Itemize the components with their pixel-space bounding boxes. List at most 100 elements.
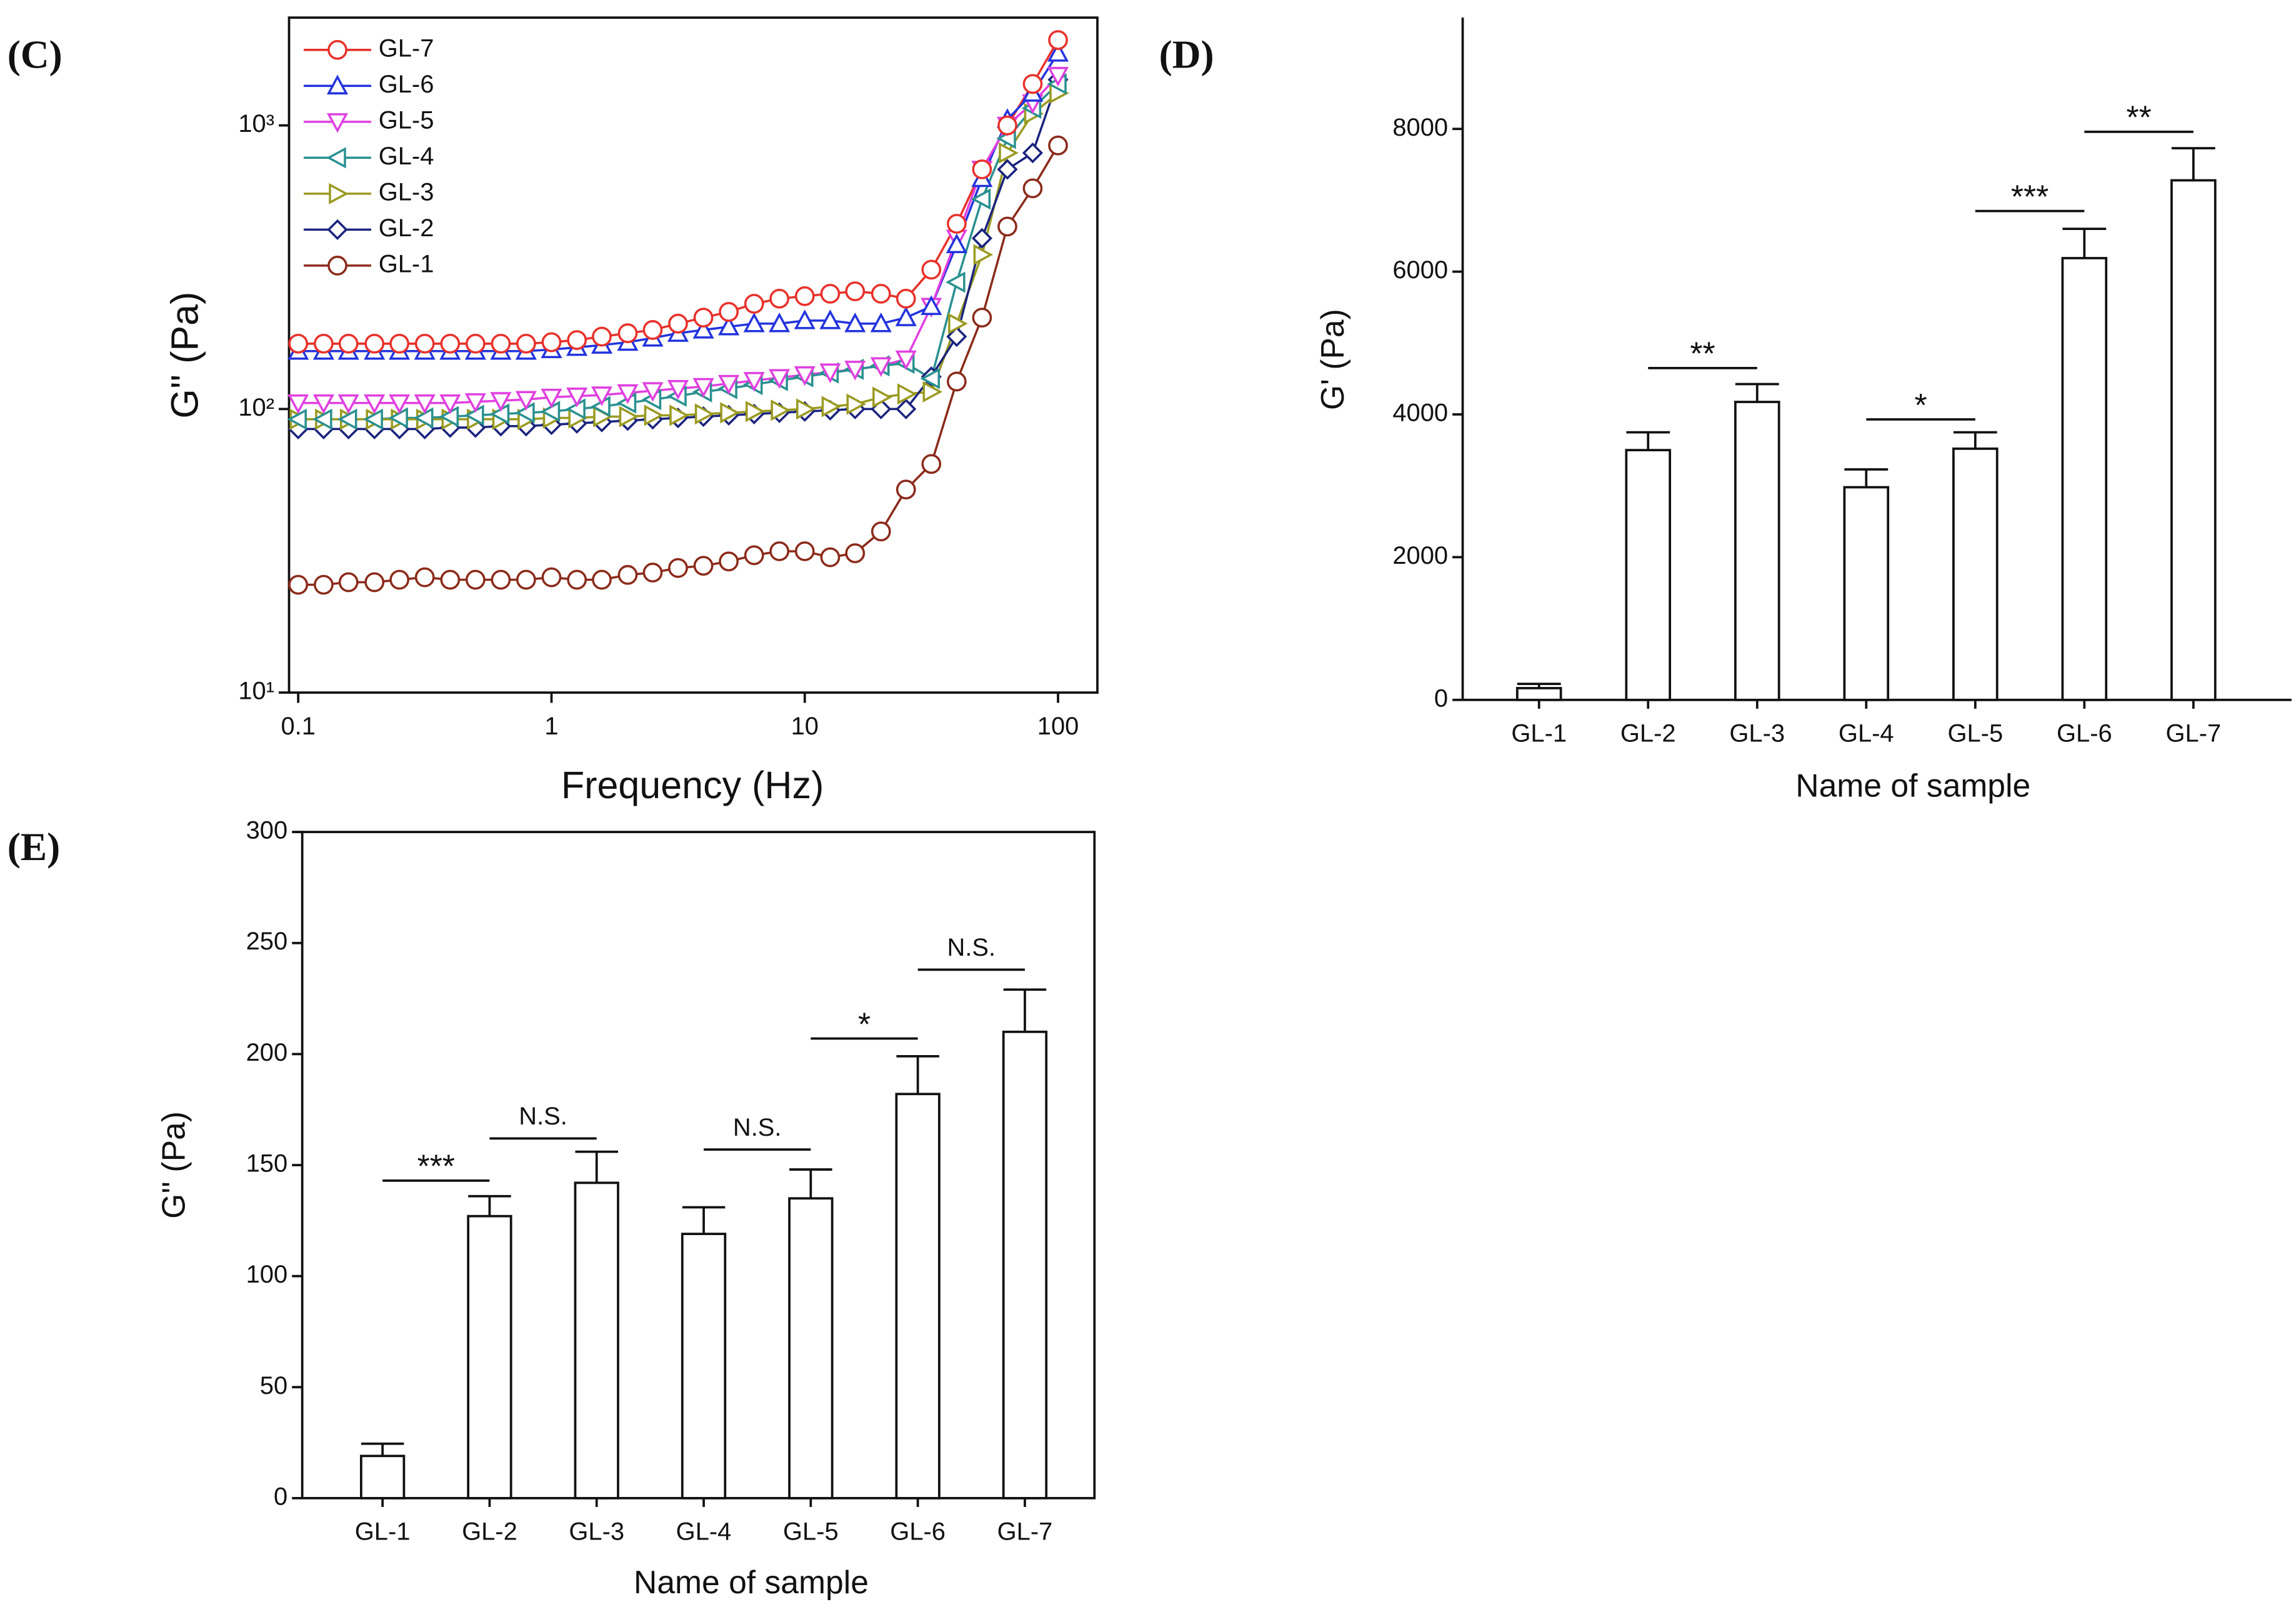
y-axis-title: G' (Pa): [1314, 309, 1350, 410]
marker: [439, 394, 461, 414]
marker: [364, 572, 385, 593]
marker: [692, 378, 714, 398]
marker: [642, 320, 663, 340]
marker: [897, 383, 917, 405]
x-tick-label: GL-7: [997, 1518, 1053, 1546]
marker: [364, 333, 385, 354]
marker: [972, 159, 992, 179]
legend-marker: [326, 147, 346, 169]
marker: [844, 312, 866, 333]
x-tick-label: GL-1: [1511, 720, 1567, 748]
marker: [567, 569, 587, 590]
legend-label: GL-2: [379, 214, 434, 242]
marker: [440, 333, 461, 354]
marker: [312, 408, 332, 430]
significance-label: *: [858, 1006, 871, 1042]
marker: [414, 567, 435, 588]
legend-label: GL-4: [379, 143, 434, 170]
marker: [946, 271, 966, 293]
panel-label: (D): [1159, 33, 1214, 76]
marker: [820, 547, 841, 568]
marker: [947, 214, 967, 234]
marker: [997, 159, 1018, 180]
bar: [1734, 401, 1780, 701]
marker: [669, 404, 689, 426]
legend-label: GL-6: [379, 71, 434, 98]
bar: [1625, 449, 1672, 701]
marker: [337, 394, 359, 414]
marker: [617, 323, 638, 343]
marker: [619, 406, 639, 428]
legend-marker: [327, 219, 348, 240]
marker: [744, 545, 764, 566]
bar: [574, 1181, 619, 1499]
marker: [314, 574, 334, 595]
marker: [718, 315, 740, 336]
marker: [567, 330, 587, 350]
marker: [794, 286, 815, 306]
marker: [819, 309, 841, 329]
x-tick-label: 1: [544, 713, 558, 740]
marker: [896, 398, 917, 419]
marker: [389, 333, 410, 354]
marker: [668, 313, 688, 334]
marker: [845, 281, 866, 301]
marker: [693, 308, 714, 328]
y-tick-label: 250: [246, 928, 288, 955]
marker: [592, 569, 612, 590]
bar: [2170, 179, 2217, 701]
legend-marker: [327, 39, 347, 60]
bar: [1843, 486, 1890, 701]
marker: [922, 381, 943, 403]
marker: [491, 569, 511, 590]
marker: [363, 408, 383, 430]
legend-label: GL-7: [379, 34, 434, 62]
legend-marker: [327, 256, 347, 276]
marker: [794, 309, 816, 329]
marker: [920, 368, 941, 389]
marker: [948, 313, 968, 334]
marker: [617, 564, 638, 585]
bar: [1515, 687, 1562, 701]
marker: [769, 288, 790, 309]
y-tick-label: 150: [246, 1150, 288, 1178]
marker: [870, 357, 892, 378]
marker: [769, 312, 791, 333]
marker: [693, 556, 714, 576]
marker: [845, 543, 866, 563]
marker: [490, 392, 512, 412]
marker: [642, 563, 663, 583]
marker: [1048, 30, 1068, 50]
marker: [337, 408, 357, 430]
marker: [796, 398, 816, 420]
y-tick-label: 4000: [1392, 399, 1448, 427]
marker: [642, 382, 664, 402]
marker: [413, 407, 434, 429]
marker: [541, 567, 562, 588]
marker: [895, 350, 917, 371]
legend-marker: [329, 183, 349, 204]
significance-label: **: [1690, 336, 1715, 372]
marker: [1047, 67, 1069, 87]
marker: [1022, 178, 1043, 199]
marker: [896, 288, 916, 309]
marker: [667, 380, 689, 400]
x-tick-label: GL-6: [890, 1518, 946, 1546]
marker: [338, 572, 359, 593]
marker: [312, 394, 334, 414]
y-tick-label: 10¹: [238, 678, 274, 705]
marker: [871, 284, 891, 304]
y-tick-label: 8000: [1392, 114, 1448, 141]
marker: [871, 521, 891, 542]
marker: [819, 363, 841, 384]
marker: [694, 403, 715, 425]
marker: [846, 393, 867, 415]
marker: [744, 294, 764, 314]
legend-label: GL-1: [379, 250, 434, 278]
marker: [821, 396, 842, 418]
x-tick-label: 100: [1037, 713, 1079, 740]
marker: [515, 391, 537, 411]
marker: [314, 333, 334, 354]
marker: [997, 115, 1017, 136]
marker: [870, 312, 892, 333]
